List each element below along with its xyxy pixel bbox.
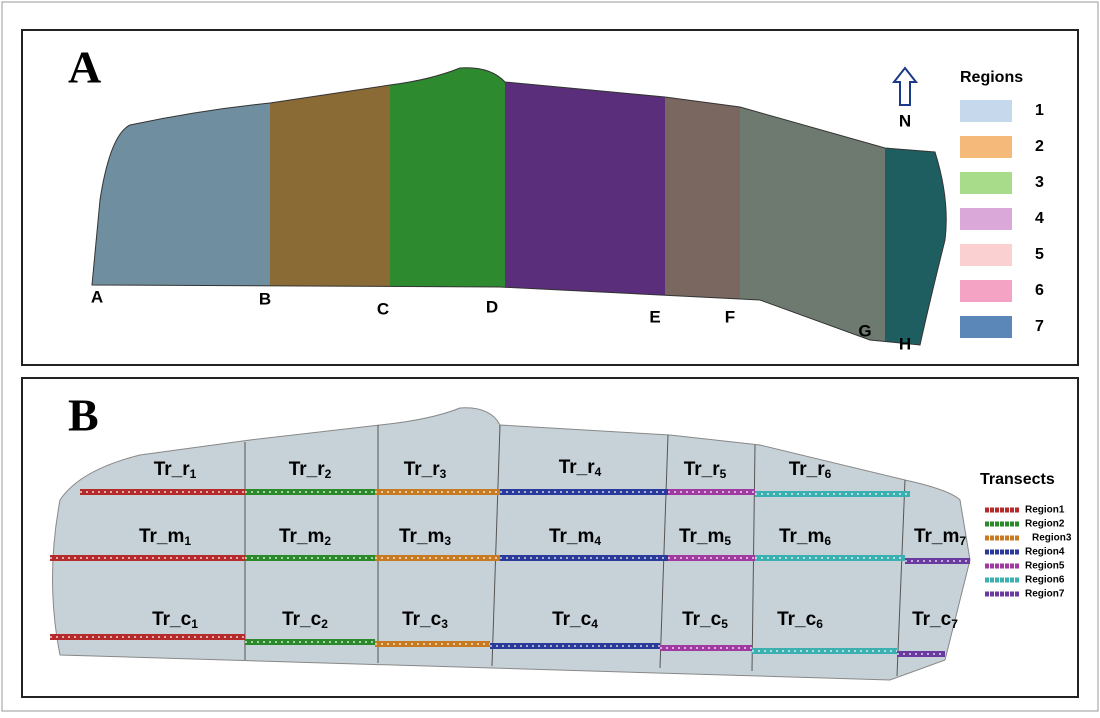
- boundary-label: B: [259, 289, 271, 308]
- transect-name: Tr_c: [152, 609, 192, 630]
- legend-swatch: [960, 244, 1012, 266]
- transect-sub: 2: [321, 617, 328, 631]
- transect-name: Tr_r: [789, 459, 826, 480]
- legend-swatch: [960, 172, 1012, 194]
- legend-label: 7: [1035, 318, 1044, 335]
- transect-sub: 4: [595, 465, 602, 479]
- transect-sub: 6: [824, 534, 831, 548]
- legend-label: Region3: [1032, 533, 1072, 544]
- transect-label: Tr_m2: [279, 526, 331, 548]
- panel-label: B: [68, 390, 99, 441]
- transect-sub: 2: [324, 534, 331, 548]
- legend-swatch: [960, 208, 1012, 230]
- region-area: [505, 50, 665, 360]
- transect-name: Tr_m: [139, 526, 184, 547]
- region-area: [740, 50, 885, 360]
- boundary-label: D: [486, 297, 498, 316]
- transect-sub: 5: [721, 617, 728, 631]
- legend-title: Regions: [960, 69, 1023, 86]
- transect-label: Tr_m1: [139, 526, 191, 548]
- panel-label: A: [68, 42, 101, 93]
- transect-label: Tr_m4: [549, 526, 601, 548]
- legend-label: Region4: [1025, 547, 1065, 558]
- transect-name: Tr_r: [684, 459, 721, 480]
- transect-sub: 5: [720, 467, 727, 481]
- transect-name: Tr_m: [279, 526, 324, 547]
- transect-sub: 1: [184, 534, 191, 548]
- boundary-label: G: [858, 321, 871, 340]
- transect-sub: 2: [325, 467, 332, 481]
- transect-name: Tr_r: [559, 457, 596, 478]
- transect-label: Tr_m5: [679, 526, 731, 548]
- transect-name: Tr_m: [549, 526, 594, 547]
- legend-label: 2: [1035, 138, 1044, 155]
- boundary-label: C: [377, 299, 389, 318]
- transect-name: Tr_m: [399, 526, 444, 547]
- map-a: [80, 50, 955, 360]
- transect-sub: 7: [951, 617, 958, 631]
- boundary-label: A: [91, 287, 103, 306]
- region-area: [80, 50, 270, 360]
- legend-label: 6: [1035, 282, 1044, 299]
- legend-label: Region6: [1025, 575, 1065, 586]
- region-area: [270, 50, 390, 360]
- region-area: [885, 50, 955, 360]
- legend-swatch: [960, 280, 1012, 302]
- transect-name: Tr_c: [552, 609, 592, 630]
- legend-label: 5: [1035, 246, 1044, 263]
- boundary-label: F: [725, 307, 735, 326]
- legend-label: Region1: [1025, 505, 1065, 516]
- transect-sub: 3: [440, 467, 447, 481]
- transect-name: Tr_c: [777, 609, 817, 630]
- transect-name: Tr_r: [404, 459, 441, 480]
- legend-title: Transects: [980, 471, 1055, 488]
- north-label: N: [899, 111, 911, 130]
- transect-name: Tr_c: [682, 609, 722, 630]
- transect-name: Tr_c: [912, 609, 952, 630]
- transect-name: Tr_m: [914, 526, 959, 547]
- legend-label: Region5: [1025, 561, 1065, 572]
- transect-name: Tr_m: [679, 526, 724, 547]
- figure: A N Regions B Transects ABCDEFGH1234567T…: [0, 0, 1100, 713]
- legend-label: Region2: [1025, 519, 1065, 530]
- transect-sub: 5: [724, 534, 731, 548]
- transect-sub: 4: [591, 617, 598, 631]
- legend-swatch: [960, 316, 1012, 338]
- transect-sub: 1: [190, 467, 197, 481]
- transect-sub: 6: [825, 467, 832, 481]
- transect-sub: 4: [594, 534, 601, 548]
- legend-label: 4: [1035, 210, 1044, 227]
- transect-label: Tr_m7: [914, 526, 966, 548]
- transect-label: Tr_m6: [779, 526, 831, 548]
- transect-name: Tr_m: [779, 526, 824, 547]
- legend-label: 3: [1035, 174, 1044, 191]
- boundary-label: E: [649, 307, 660, 326]
- legend-swatch: [960, 136, 1012, 158]
- transect-label: Tr_m3: [399, 526, 451, 548]
- transect-name: Tr_r: [154, 459, 191, 480]
- legend-label: Region7: [1025, 589, 1065, 600]
- transect-name: Tr_c: [402, 609, 442, 630]
- legend-swatch: [960, 100, 1012, 122]
- transect-name: Tr_r: [289, 459, 326, 480]
- boundary-label: H: [899, 334, 911, 353]
- transect-sub: 7: [959, 534, 966, 548]
- transect-name: Tr_c: [282, 609, 322, 630]
- transect-sub: 3: [441, 617, 448, 631]
- transect-sub: 1: [191, 617, 198, 631]
- transect-sub: 6: [816, 617, 823, 631]
- legend-label: 1: [1035, 102, 1044, 119]
- north-arrow: [894, 68, 916, 105]
- transect-sub: 3: [444, 534, 451, 548]
